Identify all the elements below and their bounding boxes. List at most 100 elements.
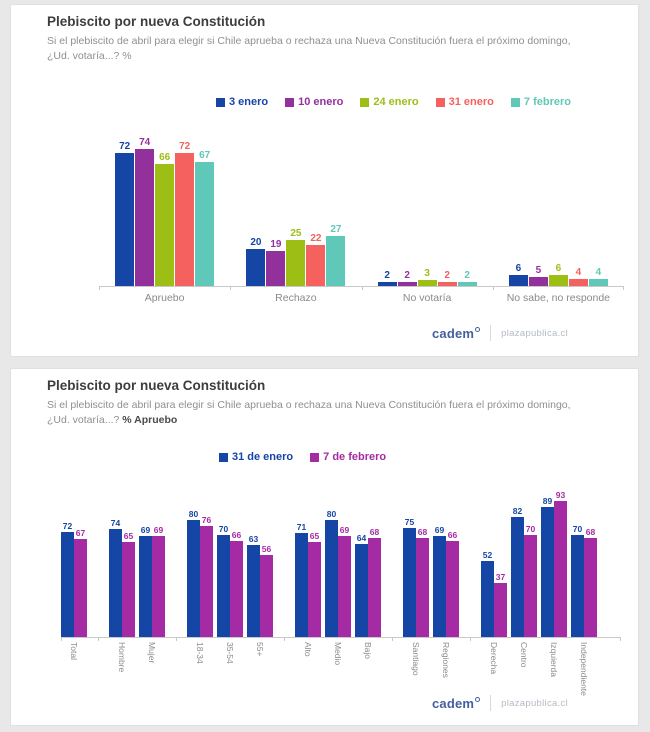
bar-group: 20 19 25 22 27 Rechazo [230, 136, 361, 312]
category-column: 71 65 Alto [295, 487, 321, 703]
bar-value-label: 64 [356, 532, 367, 543]
bar-value-label: 2 [444, 270, 450, 282]
legend-label: 7 febrero [523, 96, 571, 108]
category-column: 69 69 Mujer [139, 487, 165, 703]
bar-cluster: 71 65 [295, 487, 321, 637]
bar-with-label: 71 [295, 522, 308, 637]
bar-cluster: 72 67 [61, 487, 87, 637]
bar-value-label: 65 [123, 531, 134, 542]
bar [152, 536, 165, 637]
category-label-slot: Independiente [579, 637, 589, 699]
chart-panel-bottom: Plebiscito por nueva Constitución Si el … [10, 368, 639, 726]
bar-value-label: 76 [201, 515, 212, 526]
bar [155, 163, 175, 286]
bar-with-label: 25 [286, 228, 306, 286]
bar-with-label: 75 [403, 517, 416, 637]
bar-value-label: 63 [248, 534, 259, 545]
chart-subtitle: Si el plebiscito de abril para elegir si… [47, 398, 592, 427]
bar [306, 245, 326, 286]
bar [584, 537, 597, 637]
bar [217, 534, 230, 637]
legend-item: 31 enero [435, 96, 494, 108]
bar-value-label: 37 [495, 571, 506, 582]
axis-tick [99, 286, 100, 290]
axis-tick [284, 637, 285, 641]
bar-value-label: 66 [159, 151, 171, 163]
category-label: Izquierda [549, 642, 559, 677]
category-column: 89 93 Izquierda [541, 487, 567, 703]
bar [417, 280, 437, 286]
bar-value-label: 65 [309, 531, 320, 542]
bar [397, 282, 417, 286]
bar [200, 526, 213, 637]
bar-with-label: 72 [115, 141, 135, 286]
bar [403, 527, 416, 637]
bar [508, 274, 528, 286]
bar [61, 531, 74, 637]
bar-with-label: 70 [571, 524, 584, 637]
bar-value-label: 72 [62, 520, 73, 531]
bar [355, 543, 368, 637]
chart-panel-top: Plebiscito por nueva Constitución Si el … [10, 4, 639, 357]
axis-tick [623, 286, 624, 290]
chart-title: Plebiscito por nueva Constitución [47, 378, 266, 393]
bar-cluster: 20 19 25 22 27 [230, 136, 361, 286]
bar [548, 274, 568, 286]
footer-site-label: plazapublica.cl [501, 697, 568, 709]
bar-cluster: 70 68 [571, 487, 597, 637]
axis-tick [361, 286, 363, 290]
bar-with-label: 65 [308, 531, 321, 637]
bar [260, 555, 273, 637]
bar-group: 71 65 Alto 80 69 Medio 64 68 Bajo [295, 487, 381, 703]
bar-cluster: 72 74 66 72 67 [99, 136, 230, 286]
bar-with-label: 74 [135, 137, 155, 286]
chart-subtitle-text: Si el plebiscito de abril para elegir si… [47, 35, 571, 62]
bar-with-label: 69 [433, 525, 446, 637]
bar [588, 278, 608, 286]
category-column: 72 67 Total [61, 487, 87, 703]
bar-value-label: 2 [404, 270, 410, 282]
category-label: 55+ [255, 642, 265, 657]
cadem-logo: cadem [432, 696, 481, 711]
bar-cluster: 69 66 [433, 487, 459, 637]
bar-cluster: 70 66 [217, 487, 243, 637]
bar-value-label: 72 [179, 140, 191, 152]
category-label: Total [69, 642, 79, 660]
x-axis-line [61, 637, 621, 638]
bar [122, 542, 135, 637]
bar-with-label: 20 [246, 237, 266, 286]
bar-with-label: 5 [528, 265, 548, 286]
legend-label: 31 enero [448, 96, 494, 108]
category-label-slot: Bajo [363, 637, 373, 699]
category-label: Rechazo [275, 292, 317, 304]
bar [481, 561, 494, 637]
bar-value-label: 22 [310, 233, 322, 245]
bar-with-label: 80 [325, 509, 338, 637]
category-label: No votaría [402, 292, 452, 304]
category-column: 69 66 Regiones [433, 487, 459, 703]
bar-value-label: 67 [75, 528, 86, 539]
bar-value-label: 2 [384, 270, 390, 282]
bar-cluster: 80 69 [325, 487, 351, 637]
cadem-logo-bubble-icon [475, 697, 481, 703]
bar-value-label: 3 [424, 268, 430, 280]
legend-swatch [216, 97, 225, 107]
category-column: 52 37 Derecha [481, 487, 507, 703]
category-label-slot: Alto [303, 637, 313, 699]
bar [437, 282, 457, 286]
bar-value-label: 4 [575, 266, 582, 278]
bar-with-label: 52 [481, 550, 494, 637]
bar-with-label: 66 [446, 530, 459, 637]
category-column: 63 56 55+ [247, 487, 273, 703]
category-label: 18-34 [195, 642, 205, 664]
bar-with-label: 68 [416, 527, 429, 637]
bar [286, 239, 306, 286]
bar-with-label: 66 [155, 151, 175, 286]
legend: 31 de enero 7 de febrero [219, 451, 386, 463]
bar-value-label: 68 [417, 526, 428, 537]
axis-tick [492, 286, 494, 290]
bar-cluster: 64 68 [355, 487, 381, 637]
bar-with-label: 89 [541, 496, 554, 637]
bar-value-label: 19 [270, 238, 282, 250]
bar-with-label: 66 [230, 530, 243, 637]
